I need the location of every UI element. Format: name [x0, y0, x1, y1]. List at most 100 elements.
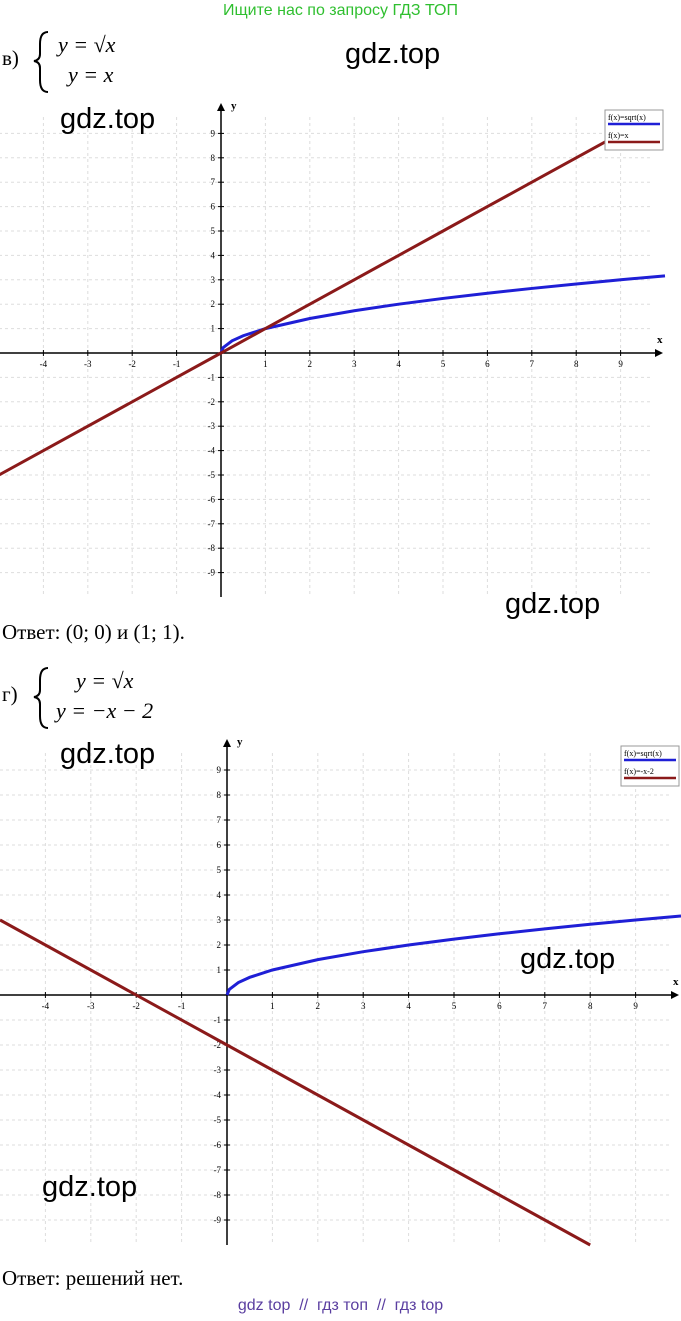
y-tick-label: -1	[208, 372, 216, 382]
x-tick-label: 7	[543, 1001, 548, 1011]
x-tick-label: 1	[270, 1001, 275, 1011]
x-tick-label: 7	[530, 359, 535, 369]
y-tick-label: 3	[211, 275, 216, 285]
x-axis-label: x	[673, 976, 679, 988]
y-tick-label: 5	[211, 226, 216, 236]
y-tick-label: 1	[211, 324, 216, 334]
x-tick-label: 4	[406, 1001, 411, 1011]
x-tick-label: -3	[87, 1001, 95, 1011]
x-tick-label: 9	[633, 1001, 638, 1011]
y-tick-label: -7	[208, 519, 216, 529]
y-tick-label: 3	[217, 915, 222, 925]
y-tick-label: -7	[214, 1165, 222, 1175]
y-tick-label: -5	[214, 1115, 222, 1125]
section-label: г)	[2, 682, 18, 706]
footer: gdz top // гдз топ // гдз top	[237, 1297, 444, 1314]
y-tick-label: 4	[211, 250, 216, 260]
y-tick-label: -9	[208, 568, 216, 578]
y-tick-label: 6	[211, 202, 216, 212]
watermark: gdz.top	[60, 103, 156, 135]
y-axis-label: y	[237, 736, 243, 748]
section-label: в)	[2, 46, 19, 70]
watermark: gdz.top	[345, 38, 441, 70]
y-tick-label: 6	[217, 840, 222, 850]
series-line	[0, 918, 591, 1247]
y-tick-label: -3	[214, 1065, 222, 1075]
x-tick-label: -3	[84, 359, 92, 369]
watermark: gdz.top	[520, 943, 616, 975]
x-arrow	[671, 991, 679, 999]
x-tick-label: 5	[441, 359, 446, 369]
x-tick-label: -1	[178, 1001, 186, 1011]
legend-label: f(x)=sqrt(x)	[624, 749, 662, 758]
x-tick-label: -4	[40, 359, 48, 369]
y-tick-label: 1	[217, 965, 222, 975]
y-tick-label: -6	[214, 1140, 222, 1150]
equation: y = x	[68, 62, 114, 87]
y-arrow	[223, 739, 231, 747]
y-tick-label: 2	[211, 299, 216, 309]
header: Ищите нас по запросу ГДЗ ТОП	[223, 2, 458, 19]
x-tick-label: -2	[132, 1001, 140, 1011]
equation: y = √x	[58, 32, 116, 57]
y-tick-label: 7	[217, 815, 222, 825]
watermark: gdz.top	[60, 738, 156, 770]
y-tick-label: 7	[211, 177, 216, 187]
y-tick-label: -2	[214, 1040, 222, 1050]
answer: Ответ: (0; 0) и (1; 1).	[2, 620, 185, 644]
y-tick-label: -5	[208, 470, 216, 480]
x-tick-label: 8	[574, 359, 579, 369]
x-tick-label: 2	[316, 1001, 321, 1011]
brace	[33, 667, 49, 729]
x-tick-label: 8	[588, 1001, 593, 1011]
y-axis-label: y	[231, 100, 237, 112]
y-tick-label: -4	[208, 446, 216, 456]
answer: Ответ: решений нет.	[2, 1266, 184, 1290]
equation: y = −x − 2	[56, 698, 154, 723]
x-tick-label: 4	[396, 359, 401, 369]
x-tick-label: 1	[263, 359, 268, 369]
legend-box	[620, 745, 680, 787]
y-tick-label: 8	[217, 790, 222, 800]
y-tick-label: 4	[217, 890, 222, 900]
x-axis-label: x	[657, 334, 663, 346]
y-tick-label: 9	[217, 765, 222, 775]
x-tick-label: 6	[485, 359, 490, 369]
y-arrow	[217, 103, 225, 111]
equation: y = √x	[76, 668, 134, 693]
y-tick-label: -6	[208, 494, 216, 504]
series-line	[225, 914, 681, 996]
legend-label: f(x)=sqrt(x)	[608, 113, 646, 122]
x-tick-label: 3	[361, 1001, 366, 1011]
y-tick-label: 2	[217, 940, 222, 950]
x-tick-label: 6	[497, 1001, 502, 1011]
x-tick-label: 9	[618, 359, 623, 369]
series-line	[219, 274, 666, 354]
x-tick-label: 2	[308, 359, 313, 369]
x-arrow	[655, 349, 663, 357]
x-tick-label: -1	[173, 359, 181, 369]
watermark: gdz.top	[505, 588, 601, 620]
x-tick-label: -2	[128, 359, 136, 369]
y-tick-label: -9	[214, 1215, 222, 1225]
x-tick-label: 5	[452, 1001, 457, 1011]
x-tick-label: -4	[42, 1001, 50, 1011]
y-tick-label: 9	[211, 128, 216, 138]
y-tick-label: -2	[208, 397, 216, 407]
y-tick-label: -3	[208, 421, 216, 431]
y-tick-label: 5	[217, 865, 222, 875]
legend-label: f(x)=-x-2	[624, 767, 654, 776]
x-tick-label: 3	[352, 359, 357, 369]
y-tick-label: -8	[214, 1190, 222, 1200]
y-tick-label: -8	[208, 543, 216, 553]
legend-box	[604, 109, 664, 151]
y-tick-label: 8	[211, 153, 216, 163]
brace	[33, 31, 49, 93]
legend-label: f(x)=x	[608, 131, 629, 140]
series-line	[0, 136, 613, 477]
y-tick-label: -4	[214, 1090, 222, 1100]
watermark: gdz.top	[42, 1171, 138, 1203]
y-tick-label: -1	[214, 1015, 222, 1025]
